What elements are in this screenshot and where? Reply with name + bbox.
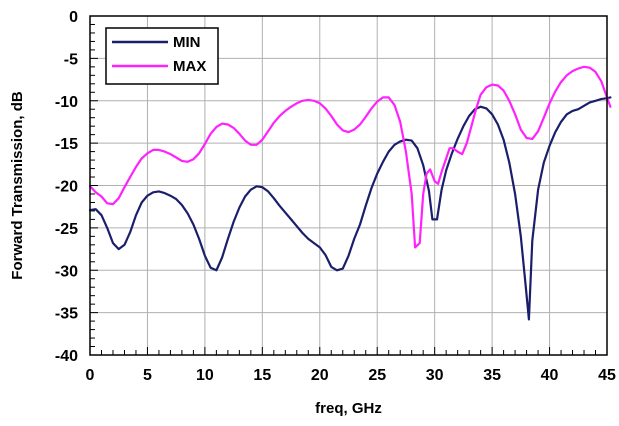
plot-border [89, 15, 608, 356]
x-tick-label: 5 [143, 367, 152, 384]
series-group [88, 65, 612, 321]
x-tick-label: 15 [253, 367, 271, 384]
legend-label-max: MAX [173, 58, 206, 75]
y-tick-label: -15 [55, 136, 78, 153]
x-tick-label: 35 [483, 367, 501, 384]
x-tick-label: 20 [311, 367, 329, 384]
series-line-min [88, 96, 612, 321]
x-tick-label: 40 [541, 367, 559, 384]
y-tick-label: 0 [69, 9, 78, 26]
series-line-max [88, 65, 612, 249]
y-tick-label: -20 [55, 179, 78, 196]
y-tick-label: -25 [55, 221, 78, 238]
x-tick-label: 30 [426, 367, 444, 384]
legend: MIN MAX [105, 27, 219, 85]
x-tick-label: 10 [196, 367, 214, 384]
x-axis-title: freq, GHz [315, 400, 382, 417]
y-tick-label: -10 [55, 94, 78, 111]
x-tick-label: 0 [86, 367, 95, 384]
y-tick-label: -40 [55, 348, 78, 365]
y-tick-labels: 0 -5 -10 -15 -20 -25 -30 -35 -40 [55, 9, 78, 365]
legend-box [105, 27, 219, 85]
y-tick-label: -5 [64, 51, 78, 68]
x-tick-label: 25 [368, 367, 386, 384]
x-tick-label: 45 [598, 367, 616, 384]
y-tick-label: -35 [55, 306, 78, 323]
legend-label-min: MIN [173, 34, 201, 51]
y-tick-label: -30 [55, 263, 78, 280]
y-axis-title: Forward Transmission, dB [9, 91, 26, 280]
x-tick-labels: 0 5 10 15 20 25 30 35 40 45 [86, 367, 616, 384]
